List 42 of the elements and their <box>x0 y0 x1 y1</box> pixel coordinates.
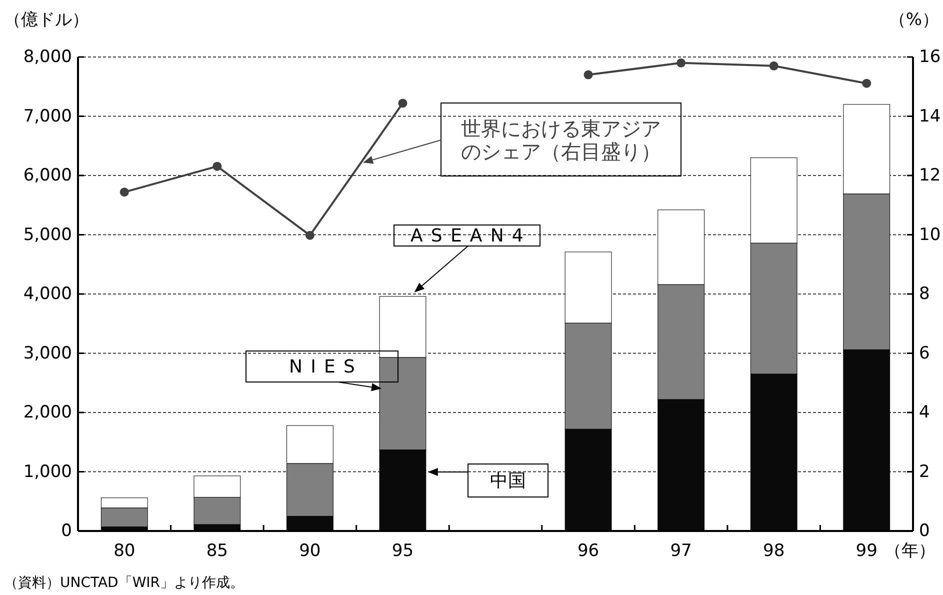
legend-label: 世界における東アジアのシェア（右目盛り） <box>461 116 661 164</box>
x-tick-label: 80 <box>114 541 136 561</box>
x-tick-label: 85 <box>206 541 228 561</box>
x-tick-label: 96 <box>577 541 600 561</box>
y-axis-title: （億ドル） <box>4 10 89 30</box>
point <box>584 70 593 80</box>
y2-tick-label: 10 <box>919 224 941 245</box>
point <box>676 58 686 68</box>
point <box>212 162 222 171</box>
y2-tick-label: 12 <box>919 166 941 186</box>
x-axis-title: （年） <box>884 541 936 561</box>
y2-axis-title: （%） <box>888 10 939 30</box>
point <box>305 230 314 240</box>
y-tick-label: 8,000 <box>23 47 72 67</box>
text: （資料）UNCTAD「WIR」より作成。 <box>4 575 244 591</box>
x-tick-label: 97 <box>670 541 692 561</box>
y2-tick-label: 16 <box>919 47 941 67</box>
y2-tick-label: 4 <box>919 402 930 422</box>
series-label: ASEAN4 <box>410 225 532 246</box>
point <box>862 78 872 88</box>
y-tick-label: 5,000 <box>23 224 72 245</box>
y-tick-label: 3,000 <box>23 343 72 364</box>
y-tick-label: 6,000 <box>23 166 72 186</box>
y-tick-label: 2,000 <box>23 402 72 422</box>
y2-tick-label: 8 <box>919 284 930 304</box>
point <box>398 98 408 108</box>
x-tick-label: 90 <box>299 541 321 561</box>
point <box>769 61 778 70</box>
y-tick-label: 4,000 <box>23 284 72 304</box>
y2-tick-label: 14 <box>919 106 941 126</box>
y-tick-label: 7,000 <box>23 106 72 126</box>
legend-label: 中国 <box>490 470 526 491</box>
point <box>120 188 129 197</box>
y2-tick-label: 2 <box>919 462 930 482</box>
series-label: NIES <box>289 356 363 377</box>
y-tick-label: 1,000 <box>23 462 72 482</box>
y2-tick-label: 6 <box>919 343 930 364</box>
x-tick-label: 98 <box>763 541 785 561</box>
x-tick-label: 99 <box>856 541 878 561</box>
y2-tick-label: 0 <box>919 521 930 541</box>
y-tick-label: 0 <box>61 521 72 541</box>
x-tick-label: 95 <box>392 541 414 561</box>
